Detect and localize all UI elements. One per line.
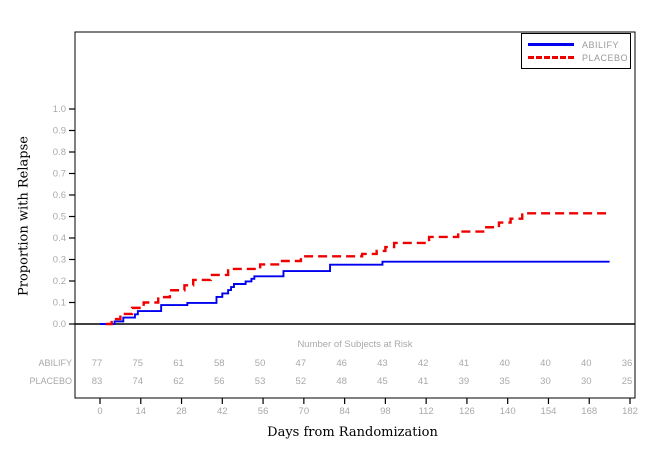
y-tick-label: 0.0: [53, 319, 66, 330]
x-tick-label: 0: [97, 406, 102, 417]
y-tick-label: 0.1: [53, 298, 66, 309]
at-risk-value: 83: [92, 376, 103, 387]
y-axis-title: Proportion with Relapse: [16, 136, 32, 296]
at-risk-value: 61: [173, 358, 184, 369]
at-risk-row-label: ABILIFY: [38, 358, 72, 368]
at-risk-value: 30: [540, 376, 551, 387]
at-risk-value: 46: [336, 358, 347, 369]
at-risk-value: 62: [173, 376, 184, 387]
x-tick-label: 126: [459, 406, 475, 417]
x-tick-label: 98: [380, 406, 391, 417]
x-tick-label: 140: [500, 406, 516, 417]
legend-box: ABILIFY PLACEBO: [521, 33, 631, 69]
at-risk-value: 58: [214, 358, 225, 369]
y-tick-label: 0.5: [53, 212, 66, 223]
at-risk-value: 36: [622, 358, 633, 369]
plot-frame: [74, 31, 636, 399]
x-tick-label: 42: [217, 406, 228, 417]
y-tick-label: 0.9: [53, 126, 66, 137]
legend-label-abilify: ABILIFY: [582, 39, 620, 50]
at-risk-value: 45: [377, 376, 388, 387]
x-tick-label: 168: [581, 406, 597, 417]
at-risk-value: 40: [581, 358, 592, 369]
y-tick-label: 0.8: [53, 147, 66, 158]
at-risk-value: 35: [499, 376, 510, 387]
x-tick-label: 56: [258, 406, 269, 417]
legend-label-placebo: PLACEBO: [582, 52, 629, 63]
at-risk-value: 47: [296, 358, 307, 369]
at-risk-value: 52: [296, 376, 307, 387]
at-risk-value: 25: [622, 376, 633, 387]
y-tick-label: 0.7: [53, 169, 66, 180]
at-risk-value: 48: [336, 376, 347, 387]
at-risk-value: 40: [540, 358, 551, 369]
x-tick-label: 154: [541, 406, 557, 417]
placebo-line-sample: [528, 56, 574, 59]
y-tick-label: 0.3: [53, 255, 66, 266]
at-risk-value: 39: [459, 376, 470, 387]
at-risk-value: 75: [132, 358, 143, 369]
x-tick-label: 14: [135, 406, 146, 417]
at-risk-value: 56: [214, 376, 225, 387]
at-risk-row-label: PLACEBO: [29, 376, 72, 386]
y-tick-label: 0.4: [53, 233, 66, 244]
x-tick-label: 28: [176, 406, 187, 417]
x-tick-label: 70: [299, 406, 310, 417]
at-risk-value: 43: [377, 358, 388, 369]
x-tick-label: 84: [339, 406, 350, 417]
series-curve-placebo: [105, 212, 610, 326]
y-tick-label: 0.2: [53, 276, 66, 287]
abilify-line-sample: [528, 43, 574, 46]
series-curve-abilify: [100, 260, 610, 325]
at-risk-value: 42: [418, 358, 429, 369]
at-risk-value: 41: [418, 376, 429, 387]
at-risk-title: Number of Subjects at Risk: [297, 339, 412, 350]
y-tick-label: 1.0: [53, 104, 66, 115]
x-tick-label: 112: [419, 406, 434, 417]
x-axis-title: Days from Randomization: [267, 425, 438, 440]
at-risk-value: 41: [459, 358, 470, 369]
at-risk-value: 74: [132, 376, 143, 387]
y-tick-label: 0.6: [53, 190, 66, 201]
at-risk-value: 50: [255, 358, 266, 369]
legend-item-placebo: PLACEBO: [528, 51, 628, 64]
at-risk-value: 77: [92, 358, 103, 369]
at-risk-value: 30: [581, 376, 592, 387]
at-risk-value: 53: [255, 376, 266, 387]
at-risk-value: 40: [499, 358, 510, 369]
x-tick-label: 182: [622, 406, 638, 417]
legend-item-abilify: ABILIFY: [528, 38, 624, 51]
